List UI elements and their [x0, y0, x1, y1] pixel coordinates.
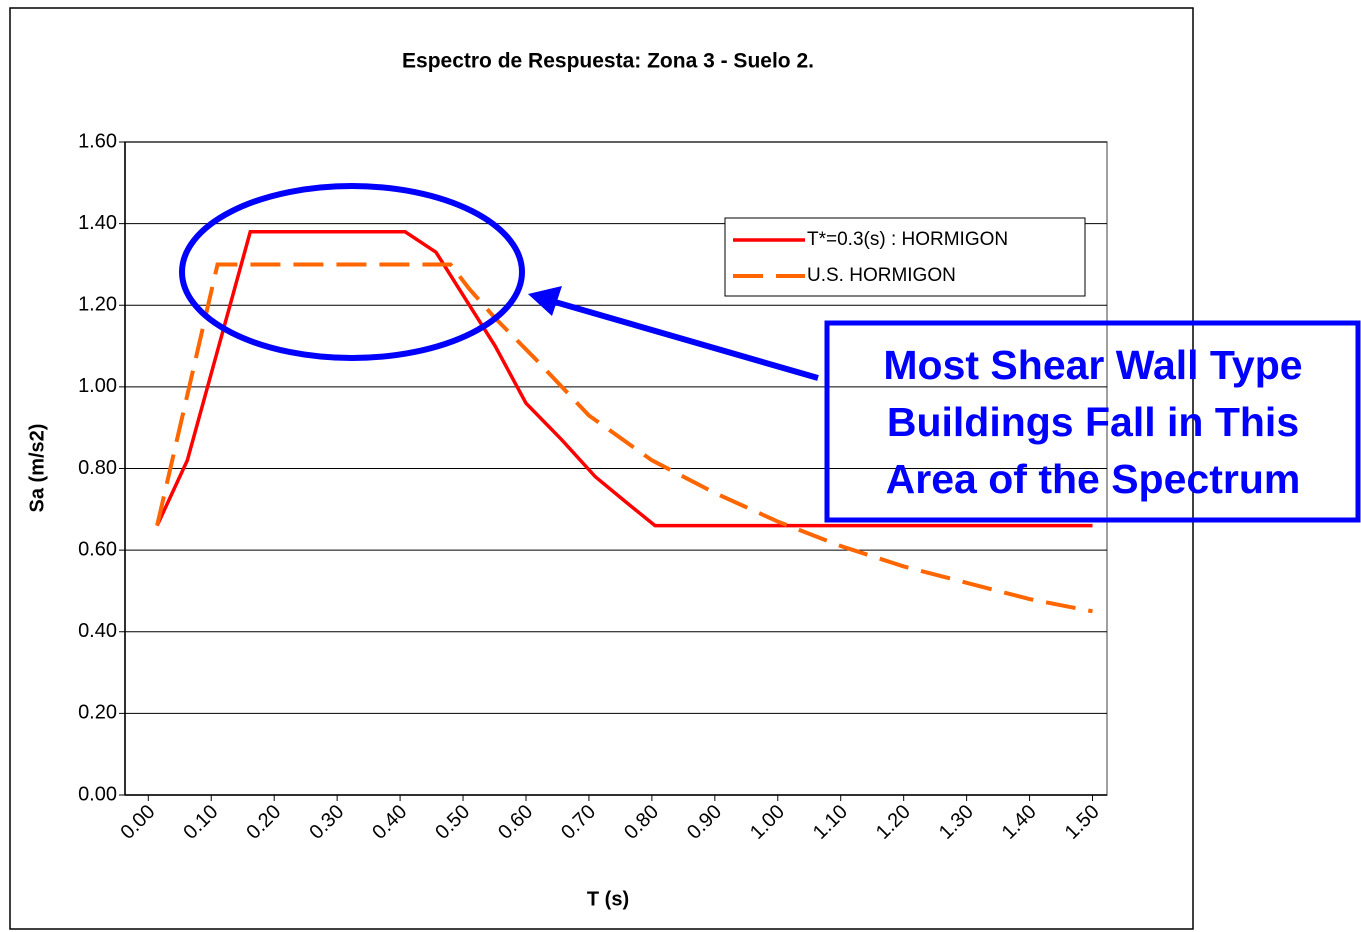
annotation-text: Most Shear Wall Type — [883, 342, 1302, 388]
legend-box — [724, 217, 1086, 297]
data-line — [155, 262, 1093, 614]
y-tick-label: 0.20 — [78, 702, 117, 724]
y-tick-label: 0.60 — [78, 538, 117, 560]
y-tick-label: 1.20 — [78, 294, 117, 316]
annotation-text: Area of the Spectrum — [886, 456, 1301, 502]
y-axis-label: Sa (m/s2) — [26, 424, 48, 513]
highlight-ellipse — [179, 183, 525, 361]
x-axis-label: T (s) — [587, 888, 629, 910]
data-line — [155, 230, 1093, 528]
y-tick-label: 1.40 — [78, 212, 117, 234]
y-tick-label: 1.00 — [78, 375, 117, 397]
y-tick-label: 0.40 — [78, 620, 117, 642]
legend-label: U.S. HORMIGON — [807, 265, 956, 286]
legend-label: T*=0.3(s) : HORMIGON — [807, 229, 1008, 250]
y-tick-label: 0.80 — [78, 457, 117, 479]
y-tick-label: 0.00 — [78, 783, 117, 805]
y-tick-label: 1.60 — [78, 130, 117, 152]
chart-title: Espectro de Respuesta: Zona 3 - Suelo 2. — [402, 50, 814, 73]
arrow-head — [528, 286, 562, 316]
annotation-text: Buildings Fall in This — [887, 399, 1299, 445]
annotation-box — [824, 320, 1361, 523]
arrow-shaft — [554, 299, 819, 381]
